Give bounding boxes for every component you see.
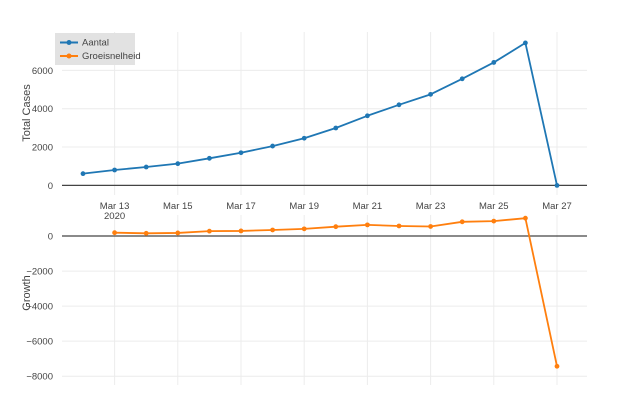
x-tick-label: Mar 13: [100, 201, 130, 212]
legend-label-aantal: Aantal: [82, 38, 109, 49]
bottom-y-tick-label: −8000: [26, 372, 53, 383]
groeisnelheid-point[interactable]: [175, 230, 181, 236]
legend-marker-aantal: [66, 40, 72, 45]
groeisnelheid-point[interactable]: [491, 218, 497, 224]
aantal-point[interactable]: [207, 155, 212, 161]
bottom-y-tick-label: −4000: [26, 302, 53, 313]
bottom-series-groeisnelheid[interactable]: [112, 215, 560, 369]
groeisnelheid-point[interactable]: [459, 219, 465, 225]
groeisnelheid-point[interactable]: [301, 226, 307, 232]
x-tick-label: Mar 19: [289, 201, 319, 212]
aantal-point[interactable]: [459, 76, 465, 82]
aantal-point[interactable]: [80, 171, 86, 177]
groeisnelheid-point[interactable]: [238, 228, 244, 234]
top-y-axis-title: Total Cases: [21, 84, 33, 142]
legend-item-aantal[interactable]: Aantal: [60, 38, 109, 49]
groeisnelheid-point[interactable]: [333, 224, 339, 230]
groeisnelheid-point[interactable]: [554, 363, 560, 369]
aantal-point[interactable]: [554, 183, 560, 188]
top-gridlines: [62, 32, 587, 195]
aantal-point[interactable]: [301, 135, 307, 141]
x-tick-label: Mar 27: [542, 201, 572, 212]
bottom-gridlines: [62, 215, 587, 385]
x-tick-label: Mar 15: [163, 201, 193, 212]
groeisnelheid-point[interactable]: [270, 227, 275, 233]
aantal-line: [82, 42, 558, 186]
x-year-label: 2020: [104, 211, 125, 222]
aantal-point[interactable]: [238, 150, 244, 156]
aantal-point[interactable]: [175, 161, 181, 167]
top-y-axis: 0 2000 4000 6000: [32, 66, 53, 192]
groeisnelheid-point[interactable]: [428, 224, 433, 229]
groeisnelheid-point[interactable]: [143, 230, 149, 236]
x-tick-label: Mar 21: [353, 201, 383, 212]
bottom-y-tick-label: −2000: [26, 267, 53, 278]
legend[interactable]: Aantal Groeisnelheid: [55, 33, 141, 65]
x-tick-label: Mar 17: [226, 201, 256, 212]
aantal-point[interactable]: [396, 102, 402, 108]
groeisnelheid-line: [114, 217, 558, 367]
top-y-tick-label: 4000: [32, 104, 53, 115]
top-y-tick-label: 2000: [32, 143, 53, 154]
bottom-y-tick-label: 0: [48, 232, 53, 243]
aantal-point[interactable]: [365, 113, 370, 119]
legend-marker-groeisnelheid: [66, 53, 72, 59]
bottom-y-tick-label: −6000: [26, 337, 53, 348]
legend-box: [55, 33, 135, 65]
groeisnelheid-point[interactable]: [112, 230, 117, 236]
aantal-point[interactable]: [523, 40, 528, 46]
aantal-point[interactable]: [112, 167, 117, 173]
aantal-point[interactable]: [143, 164, 149, 170]
groeisnelheid-point[interactable]: [207, 228, 212, 234]
x-tick-label: Mar 23: [416, 201, 446, 212]
aantal-point[interactable]: [270, 143, 275, 149]
groeisnelheid-point[interactable]: [396, 223, 402, 229]
aantal-point[interactable]: [491, 60, 497, 65]
top-series-aantal[interactable]: [80, 40, 560, 188]
legend-label-groeisnelheid: Groeisnelheid: [82, 51, 141, 62]
bottom-y-axis-title: Growth: [21, 275, 33, 310]
aantal-point[interactable]: [333, 125, 339, 131]
top-y-tick-label: 0: [48, 181, 53, 192]
groeisnelheid-point[interactable]: [523, 215, 528, 221]
top-y-tick-label: 6000: [32, 66, 53, 77]
x-tick-label: Mar 25: [479, 201, 509, 212]
bottom-y-axis: 0 −2000 −4000 −6000 −8000: [26, 232, 53, 383]
groeisnelheid-point[interactable]: [365, 222, 370, 228]
legend-item-groeisnelheid[interactable]: Groeisnelheid: [60, 51, 141, 62]
aantal-point[interactable]: [428, 91, 433, 97]
